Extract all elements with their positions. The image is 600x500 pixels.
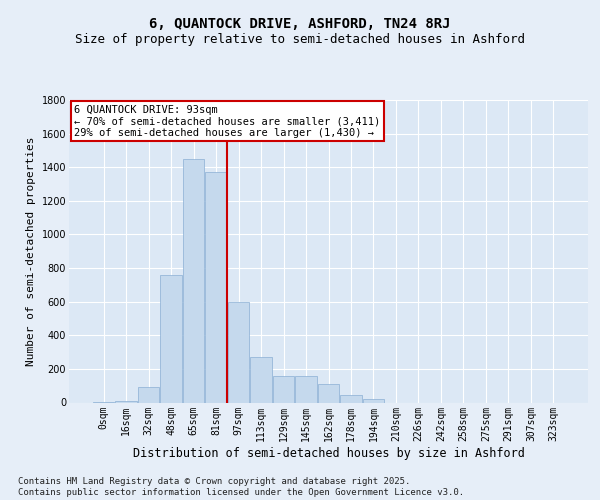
- Bar: [182, 159, 205, 402]
- Bar: [250, 357, 272, 403]
- Bar: [137, 388, 160, 402]
- Bar: [317, 384, 340, 402]
- Text: Size of property relative to semi-detached houses in Ashford: Size of property relative to semi-detach…: [75, 32, 525, 46]
- Y-axis label: Number of semi-detached properties: Number of semi-detached properties: [26, 136, 36, 366]
- Text: Distribution of semi-detached houses by size in Ashford: Distribution of semi-detached houses by …: [133, 448, 525, 460]
- Text: 6 QUANTOCK DRIVE: 93sqm
← 70% of semi-detached houses are smaller (3,411)
29% of: 6 QUANTOCK DRIVE: 93sqm ← 70% of semi-de…: [74, 104, 380, 138]
- Bar: [295, 376, 317, 402]
- Text: 6, QUANTOCK DRIVE, ASHFORD, TN24 8RJ: 6, QUANTOCK DRIVE, ASHFORD, TN24 8RJ: [149, 18, 451, 32]
- Bar: [115, 401, 137, 402]
- Bar: [160, 275, 182, 402]
- Bar: [362, 399, 385, 402]
- Bar: [227, 302, 250, 402]
- Text: Contains HM Land Registry data © Crown copyright and database right 2025.
Contai: Contains HM Land Registry data © Crown c…: [18, 478, 464, 497]
- Bar: [340, 395, 362, 402]
- Bar: [205, 172, 227, 402]
- Bar: [272, 376, 295, 402]
